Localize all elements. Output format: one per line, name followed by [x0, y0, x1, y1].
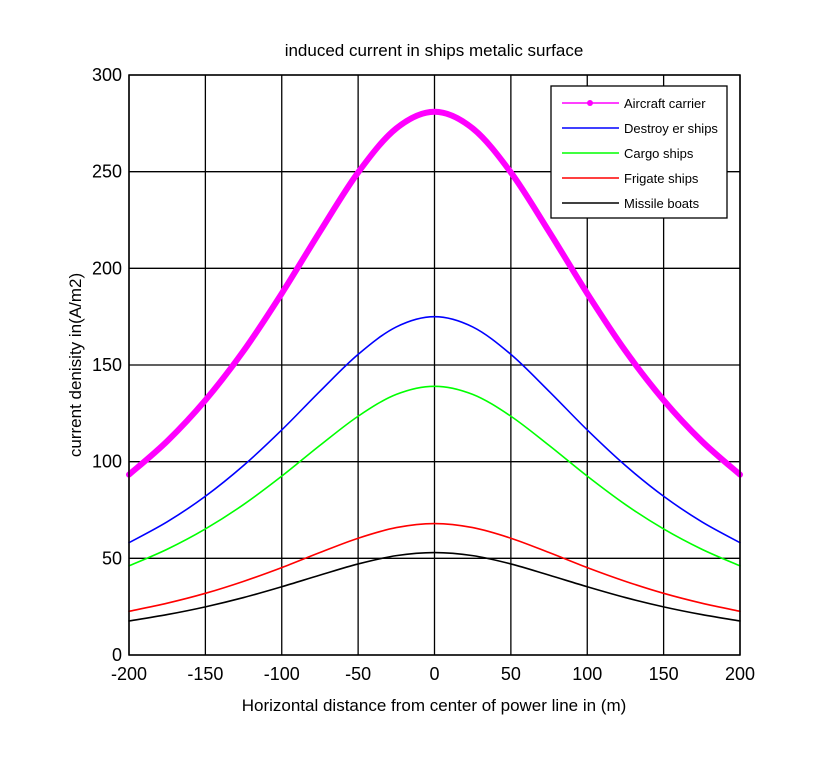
legend: Aircraft carrier Destroy er ships Cargo sh…	[550, 85, 728, 219]
y-axis-label: current denisity in(A/m2)	[66, 273, 85, 457]
y-tick-label: 150	[92, 355, 122, 375]
y-tick-label: 200	[92, 258, 122, 278]
tick-labels: -200 -150 -100 -50 0 50 100 150 200 0 50 100 150 200 2…	[92, 65, 755, 684]
series-line-4	[128, 551, 741, 622]
legend-box	[550, 85, 728, 219]
x-tick-label: 150	[649, 664, 679, 684]
series-line-1	[128, 315, 741, 544]
series-line-3	[128, 522, 741, 613]
x-tick-label: -200	[111, 664, 147, 684]
x-axis-label: Horizontal distance from center of power…	[242, 696, 627, 715]
y-tick-label: 50	[102, 548, 122, 568]
y-tick-label: 300	[92, 65, 122, 85]
series-line-0	[126, 108, 743, 478]
x-tick-label: -50	[345, 664, 371, 684]
x-tick-label: 200	[725, 664, 755, 684]
plot-frame	[128, 74, 741, 656]
legend-label: Frigate ships	[624, 171, 699, 186]
x-tick-label: 100	[572, 664, 602, 684]
x-tick-label: -100	[264, 664, 300, 684]
legend-label: Missile boats	[624, 196, 700, 211]
series-line-2	[128, 385, 741, 567]
legend-marker	[587, 100, 593, 106]
x-tick-label: 0	[429, 664, 439, 684]
y-tick-label: 100	[92, 452, 122, 472]
x-tick-label: 50	[501, 664, 521, 684]
legend-label: Cargo ships	[624, 146, 694, 161]
x-tick-label: -150	[187, 664, 223, 684]
y-tick-label: 0	[112, 645, 122, 665]
legend-label: Destroy er ships	[624, 121, 718, 136]
legend-label: Aircraft carrier	[624, 96, 706, 111]
series-lines	[126, 108, 743, 622]
chart-title: induced current in ships metalic surface	[285, 41, 584, 60]
y-tick-label: 250	[92, 162, 122, 182]
